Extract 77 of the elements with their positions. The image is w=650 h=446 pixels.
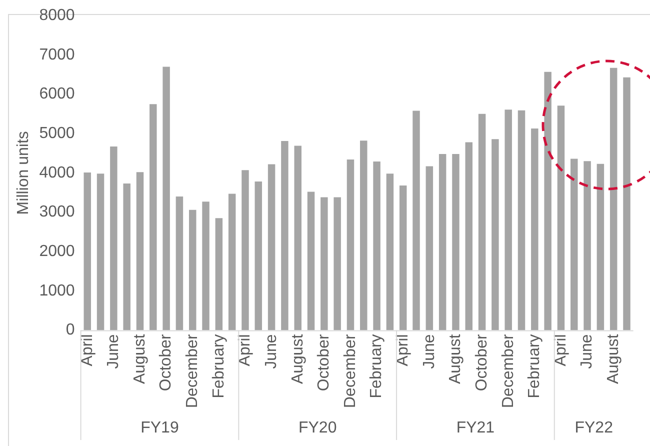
bar xyxy=(584,161,591,330)
bar xyxy=(557,106,565,330)
y-tick-label: 7000 xyxy=(39,46,75,64)
x-tick-label: October xyxy=(473,334,490,392)
bar xyxy=(531,128,538,330)
bar xyxy=(386,174,394,330)
x-tick-label: February xyxy=(368,334,386,398)
x-tick-label: June xyxy=(420,334,438,369)
y-tick-label: 0 xyxy=(66,322,75,339)
x-tick-label: February xyxy=(210,334,228,398)
bar xyxy=(123,184,130,330)
x-tick-label: August xyxy=(605,334,622,384)
x-tick-label: August xyxy=(447,334,464,384)
x-tick-label: June xyxy=(262,334,280,369)
bar xyxy=(215,218,223,330)
x-tick-label: June xyxy=(105,334,122,369)
y-tick-label: 5000 xyxy=(39,124,75,142)
bar xyxy=(544,72,552,330)
bar xyxy=(360,140,368,330)
bar xyxy=(426,166,434,330)
y-tick-label: 8000 xyxy=(39,7,75,24)
x-tick-label: April xyxy=(236,334,254,366)
x-tick-label: April xyxy=(552,334,570,366)
bar xyxy=(307,192,315,330)
bar xyxy=(176,196,184,330)
x-tick-label: August xyxy=(131,334,148,384)
text: FY20 xyxy=(298,419,337,436)
bar xyxy=(334,197,341,330)
bar xyxy=(465,142,473,330)
x-tick-label: February xyxy=(526,334,544,398)
bar xyxy=(84,172,91,330)
bar xyxy=(596,164,604,330)
y-tick-label: 2000 xyxy=(39,242,75,260)
bar xyxy=(610,68,618,330)
y-tick-label: 6000 xyxy=(39,86,75,103)
bar xyxy=(492,139,499,330)
y-tick-label: 4000 xyxy=(39,164,75,182)
bar xyxy=(452,154,460,330)
bar xyxy=(346,160,354,330)
bar xyxy=(478,114,486,330)
bar xyxy=(150,104,157,330)
bar xyxy=(518,110,526,330)
text: FY22 xyxy=(574,419,614,436)
x-tick-label: December xyxy=(342,334,359,408)
x-tick-label: April xyxy=(78,334,96,366)
bar xyxy=(242,170,249,330)
bar xyxy=(504,110,512,330)
bar xyxy=(189,210,196,330)
bar xyxy=(96,174,104,330)
y-tick-label: 3000 xyxy=(39,204,75,221)
x-tick-label: August xyxy=(289,334,306,384)
x-tick-label: December xyxy=(184,334,202,408)
bar xyxy=(162,66,170,330)
bar xyxy=(254,182,262,330)
bar xyxy=(110,146,118,330)
x-tick-label: October xyxy=(316,334,333,392)
bar xyxy=(570,158,578,330)
bar xyxy=(412,110,420,330)
bar xyxy=(399,185,407,330)
bar xyxy=(136,172,144,330)
bar xyxy=(438,154,446,330)
x-tick-label: December xyxy=(500,334,517,408)
y-tick-label: 1000 xyxy=(39,282,75,300)
bar xyxy=(202,202,210,330)
bar xyxy=(228,194,236,330)
bar xyxy=(320,197,328,330)
x-tick-label: June xyxy=(578,334,596,369)
text: FY19 xyxy=(140,419,179,436)
text: FY21 xyxy=(456,419,495,436)
x-tick-label: April xyxy=(394,334,412,366)
bar xyxy=(281,141,288,330)
x-tick-label: October xyxy=(158,334,175,392)
bar xyxy=(268,164,276,330)
y-axis-title: Million units xyxy=(15,131,32,215)
bar xyxy=(373,161,380,330)
bar xyxy=(623,77,630,330)
bar xyxy=(294,146,302,330)
